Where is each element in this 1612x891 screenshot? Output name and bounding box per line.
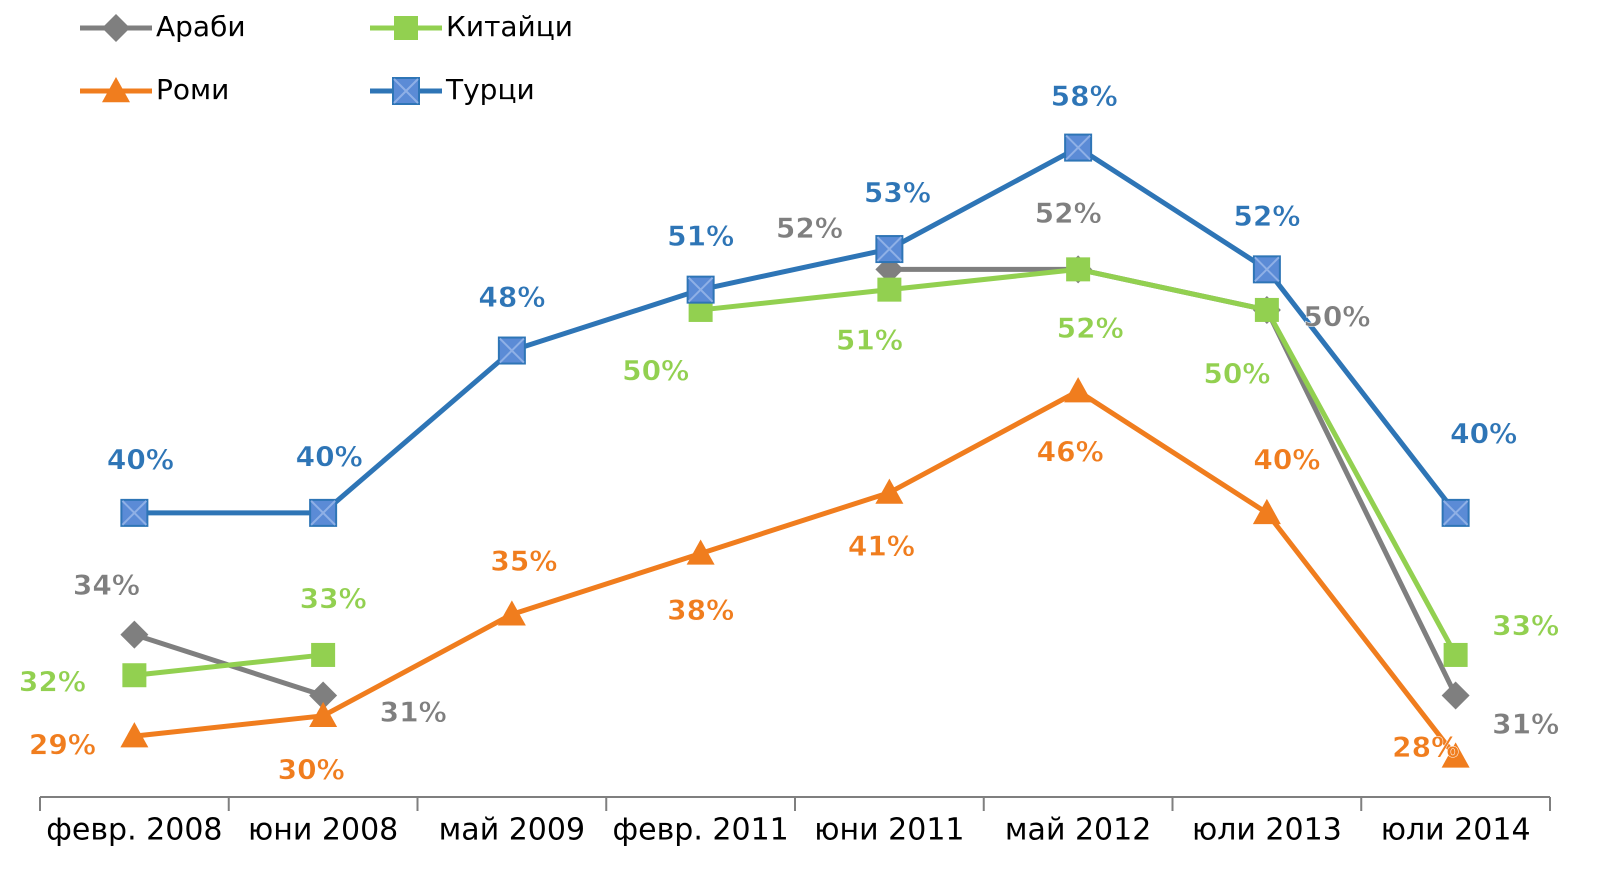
marker — [311, 642, 336, 667]
data-label: 53% — [864, 176, 931, 209]
legend-label: Турци — [445, 73, 535, 106]
marker — [1252, 498, 1281, 525]
marker-cross — [121, 500, 148, 526]
marker-cross — [1254, 256, 1280, 283]
data-label: 40% — [107, 443, 174, 476]
data-label: 46% — [1037, 435, 1104, 468]
marker — [1066, 257, 1091, 282]
marker — [102, 14, 130, 42]
data-label: 50% — [622, 354, 689, 387]
data-label: 33% — [1492, 609, 1559, 642]
legend-label: Китайци — [446, 10, 573, 43]
marker — [1443, 642, 1468, 667]
data-label: 51% — [836, 324, 903, 357]
data-label: 41% — [848, 530, 915, 563]
data-label: 48% — [478, 281, 545, 314]
marker-cross — [876, 236, 903, 262]
data-label: 31% — [1492, 708, 1559, 741]
x-tick-label: май 2009 — [439, 813, 585, 848]
data-label: 28% — [1392, 730, 1459, 763]
marker — [1441, 742, 1470, 768]
x-tick-label: февр. 2008 — [46, 813, 222, 848]
data-label: 30% — [278, 753, 345, 786]
marker — [309, 701, 338, 728]
data-label: 58% — [1051, 80, 1118, 113]
marker — [120, 620, 149, 649]
x-tick-label: юли 2013 — [1192, 813, 1342, 848]
data-label: 38% — [667, 593, 734, 626]
marker — [394, 16, 418, 40]
data-label: 32% — [19, 665, 86, 698]
marker — [122, 663, 147, 688]
marker — [1064, 377, 1093, 403]
data-label: 50% — [1203, 357, 1270, 390]
data-label: 52% — [776, 211, 843, 244]
marker-cross — [1065, 134, 1091, 161]
data-label: 35% — [490, 544, 557, 577]
marker — [686, 539, 715, 565]
data-label: 33% — [300, 582, 367, 615]
x-tick-label: май 2012 — [1005, 813, 1151, 848]
legend-label: Араби — [156, 10, 246, 43]
marker — [102, 77, 130, 103]
marker — [120, 722, 149, 748]
data-label: 40% — [296, 440, 363, 473]
marker — [1441, 681, 1470, 710]
marker — [1254, 297, 1279, 322]
data-label: 52% — [1057, 311, 1124, 344]
marker-cross — [393, 78, 419, 104]
series-line — [133, 266, 1458, 698]
data-label: 52% — [1233, 199, 1300, 232]
marker-cross — [499, 337, 525, 364]
marker-cross — [687, 276, 714, 303]
x-tick-label: юли 2014 — [1381, 813, 1531, 848]
data-label: 50% — [1303, 300, 1370, 333]
data-label: 52% — [1035, 196, 1102, 229]
series-line — [134, 145, 1458, 516]
legend-label: Роми — [156, 73, 229, 106]
data-label: 34% — [73, 569, 140, 602]
x-tick-label: юни 2008 — [248, 813, 398, 848]
data-label: 29% — [29, 728, 96, 761]
marker — [875, 478, 904, 504]
marker-cross — [1442, 500, 1469, 526]
marker-cross — [310, 500, 336, 526]
data-label: 31% — [380, 696, 447, 729]
x-tick-label: февр. 2011 — [613, 813, 789, 848]
data-label: 51% — [667, 220, 734, 253]
x-tick-label: юни 2011 — [814, 813, 964, 848]
marker — [497, 600, 526, 626]
marker — [877, 277, 902, 302]
data-label: 40% — [1253, 443, 1320, 476]
marker — [309, 681, 338, 710]
series-line — [134, 388, 1458, 758]
data-label: 40% — [1450, 417, 1517, 450]
